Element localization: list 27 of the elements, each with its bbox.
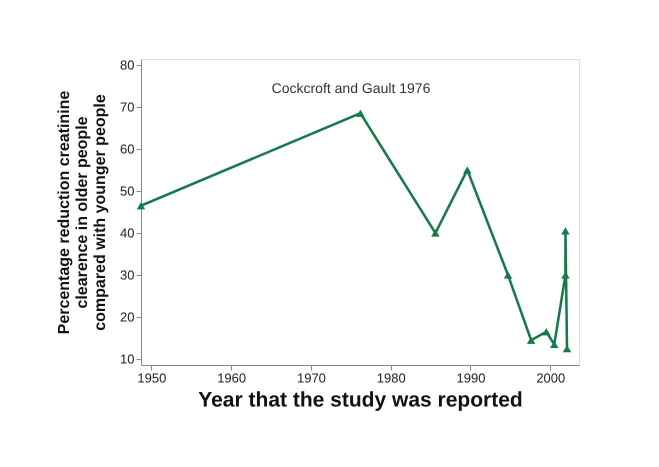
y-tick-label: 80	[120, 57, 134, 72]
y-tick-label: 60	[120, 141, 134, 156]
x-tick-label: 1950	[137, 370, 166, 386]
point	[136, 202, 146, 210]
y-tick-label: 10	[120, 352, 134, 367]
point	[526, 336, 536, 344]
annotation: Cockcroft and Gault 1976	[272, 80, 431, 96]
y-tick-label: 30	[120, 268, 134, 283]
x-tick-label: 1970	[296, 370, 326, 386]
x-axis-title: Year that the study was reported	[198, 388, 523, 412]
x-tick-label: 1990	[456, 370, 486, 386]
point	[542, 328, 550, 336]
y-tick-label: 40	[120, 226, 134, 241]
point	[504, 271, 512, 279]
y-tick-label: 50	[120, 183, 134, 198]
text: Percentage reduction creatinine	[56, 90, 74, 334]
point	[356, 110, 365, 117]
point	[463, 166, 472, 174]
x-tick-label: 1960	[217, 370, 246, 386]
y-tick-label: 70	[120, 99, 134, 114]
text: clearence in older people	[74, 116, 92, 309]
y-tick-label: 20	[120, 310, 134, 325]
x-tick-label: 2000	[536, 370, 566, 386]
point	[431, 229, 440, 237]
point	[561, 227, 570, 235]
x-tick-label: 1980	[376, 370, 406, 386]
text: compared with younger people	[92, 94, 110, 331]
